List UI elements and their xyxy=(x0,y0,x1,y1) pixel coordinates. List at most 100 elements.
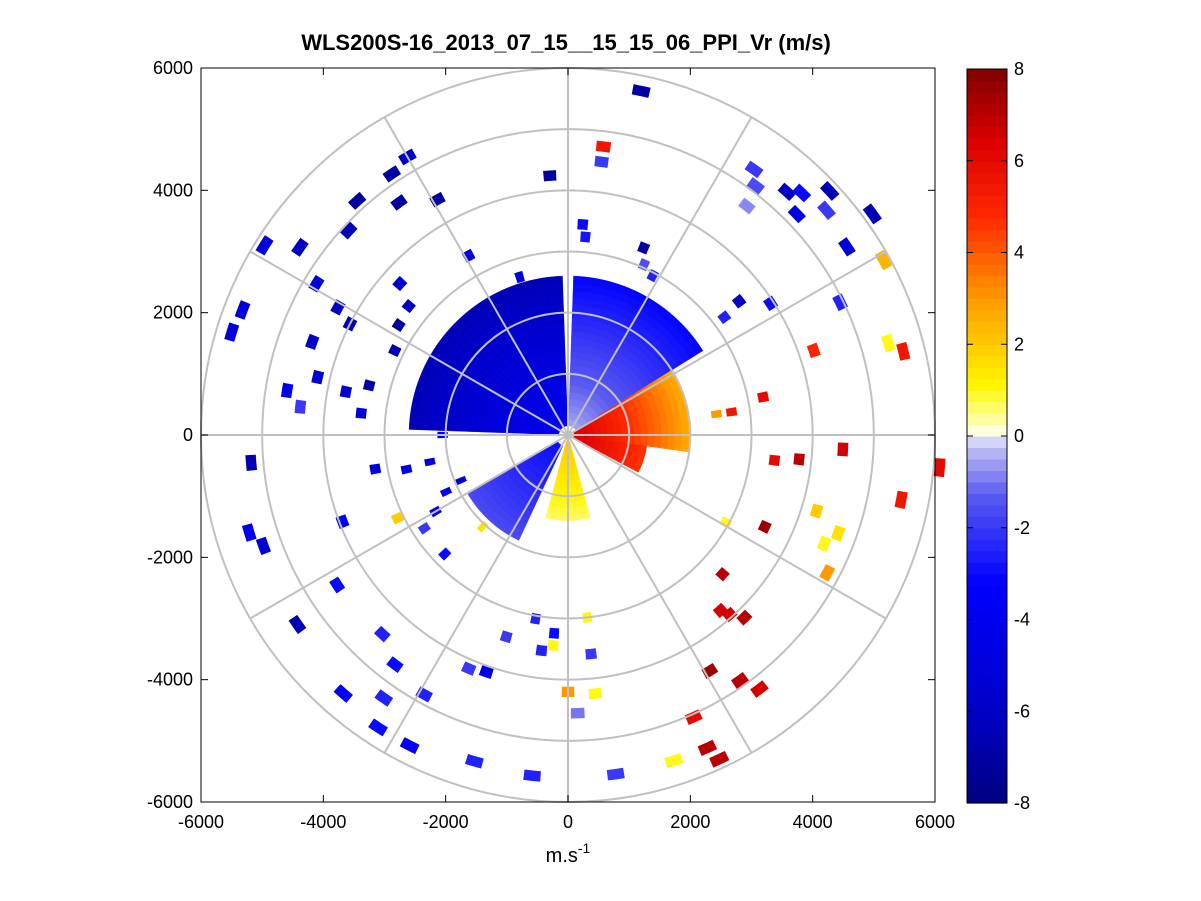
sector-cell xyxy=(417,421,426,431)
colorbar-band xyxy=(967,642,1007,655)
sector-cell xyxy=(555,331,562,340)
x-tick-label: -6000 xyxy=(178,812,224,832)
range-gate xyxy=(460,661,477,676)
sector-cell xyxy=(680,442,689,450)
sector-cell xyxy=(667,425,676,432)
colorbar-band xyxy=(967,321,1007,334)
range-gate xyxy=(347,191,367,210)
colorbar-band xyxy=(967,596,1007,609)
range-gate xyxy=(388,343,402,357)
range-gate xyxy=(548,627,560,639)
sector-cell xyxy=(570,487,575,496)
sector-cell xyxy=(577,318,585,327)
colorbar-band xyxy=(967,137,1007,150)
sector-cell xyxy=(411,412,420,423)
y-tick-label: -2000 xyxy=(147,547,193,567)
range-gate xyxy=(719,516,733,529)
sector-cell xyxy=(647,427,656,433)
sector-cell xyxy=(545,305,554,314)
range-gate xyxy=(588,687,603,700)
range-gate xyxy=(731,293,747,309)
sector-cell xyxy=(572,284,582,293)
sector-cell xyxy=(614,430,622,434)
colorbar-band xyxy=(967,458,1007,472)
x-tick-label: 2000 xyxy=(670,812,710,832)
range-gate xyxy=(793,453,805,466)
range-gate xyxy=(535,644,548,657)
sector-cell xyxy=(424,414,433,424)
range-gate xyxy=(837,237,856,257)
y-tick-label: -6000 xyxy=(147,792,193,812)
sector-cell xyxy=(430,422,439,431)
sector-cell xyxy=(571,514,578,521)
range-gate xyxy=(333,684,353,703)
colorbar-band xyxy=(967,470,1007,483)
sector-cell xyxy=(555,338,562,346)
sector-cell xyxy=(572,291,581,299)
colorbar-bands xyxy=(967,69,1007,804)
sector-cell xyxy=(562,365,567,373)
range-gate xyxy=(241,523,257,542)
range-gate xyxy=(817,200,836,220)
colorbar-band xyxy=(967,734,1007,747)
sector-cell xyxy=(653,421,662,428)
sector-cell xyxy=(545,512,552,519)
range-gate xyxy=(757,519,772,534)
colorbar-band xyxy=(967,252,1007,265)
sector-cell xyxy=(565,398,568,406)
azimuth-spoke xyxy=(567,434,753,754)
sector-cell xyxy=(580,284,590,293)
range-gate xyxy=(631,84,651,98)
sector-cell xyxy=(559,365,564,373)
range-gate xyxy=(362,379,376,392)
x-axis-label: m.s-1 xyxy=(546,840,591,867)
x-tick-label: -4000 xyxy=(300,812,346,832)
sector-cell xyxy=(674,442,682,450)
sector-cell xyxy=(680,418,689,426)
x-tick-label: 4000 xyxy=(793,812,833,832)
sector-cell xyxy=(674,424,682,432)
colorbar-band xyxy=(967,355,1007,368)
range-gates xyxy=(224,84,946,782)
range-gate xyxy=(768,454,781,467)
y-axis: 6000 4000 2000 0 -2000 -4000 -6000 xyxy=(147,58,935,812)
range-gate xyxy=(417,522,431,535)
colorbar-band xyxy=(967,172,1007,185)
range-gate xyxy=(439,486,453,498)
x-axis: -6000 -4000 -2000 0 2000 4000 6000 xyxy=(178,68,955,832)
sector-cell xyxy=(561,351,566,359)
colorbar-band xyxy=(967,573,1007,586)
sector-cell xyxy=(549,332,557,341)
range-gate xyxy=(730,672,749,689)
sector-cell xyxy=(543,298,553,307)
sector-cell xyxy=(551,304,560,313)
sector-cell xyxy=(573,277,582,286)
range-gate xyxy=(646,269,660,283)
range-gate xyxy=(255,235,274,256)
colorbar-band xyxy=(967,69,1007,82)
range-gate xyxy=(697,739,718,757)
colorbar-band xyxy=(967,149,1007,162)
sector-cell xyxy=(640,423,649,429)
range-gate xyxy=(637,257,651,272)
range-gate xyxy=(294,399,307,414)
colorbar-tick-label: 0 xyxy=(1014,426,1024,446)
sector-cell xyxy=(542,292,552,301)
range-gate xyxy=(715,566,730,582)
colorbar-band xyxy=(967,481,1007,494)
sector-cell xyxy=(471,426,479,433)
sector-cell xyxy=(667,419,675,427)
azimuth-spoke xyxy=(383,434,569,754)
range-gate xyxy=(245,454,258,472)
chart-title: WLS200S-16_2013_07_15__15_15_06_PPI_Vr (… xyxy=(301,30,831,55)
sector-cell xyxy=(424,422,432,431)
sector-cell xyxy=(551,298,560,306)
azimuth-spoke xyxy=(567,116,753,436)
sector-cell xyxy=(561,344,566,353)
range-gate xyxy=(725,407,738,417)
sector-cell xyxy=(571,507,577,516)
colorbar-tick-label: -6 xyxy=(1014,701,1030,721)
range-gate xyxy=(637,241,651,255)
colorbar-band xyxy=(967,390,1007,403)
range-gate xyxy=(881,333,896,353)
